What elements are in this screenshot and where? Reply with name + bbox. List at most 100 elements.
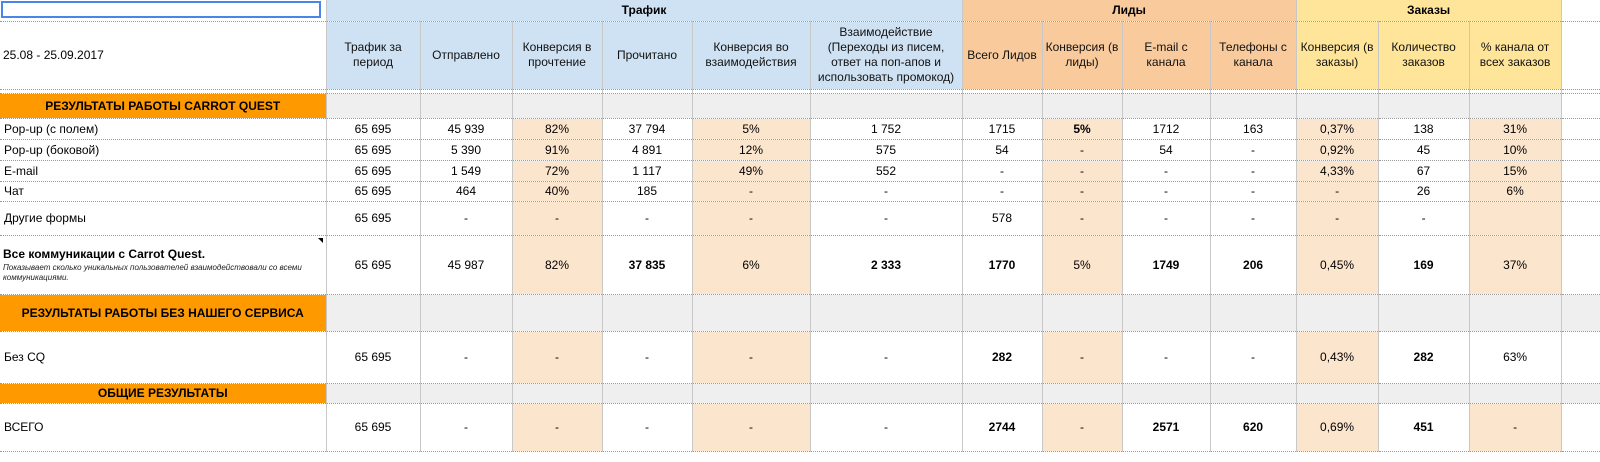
table-cell[interactable]: - [512, 201, 603, 236]
table-cell[interactable]: 0,45% [1296, 235, 1379, 295]
table-cell[interactable]: - [1210, 331, 1297, 384]
table-cell[interactable]: 12% [692, 139, 811, 161]
table-cell[interactable]: 169 [1378, 235, 1470, 295]
table-cell[interactable]: - [692, 181, 811, 202]
table-cell[interactable]: 65 695 [326, 235, 421, 295]
table-cell[interactable]: 0,37% [1296, 118, 1379, 140]
table-cell[interactable]: - [1210, 181, 1297, 202]
table-cell[interactable]: - [1210, 201, 1297, 236]
table-cell[interactable]: 1715 [962, 118, 1043, 140]
table-cell[interactable]: 10% [1469, 139, 1562, 161]
table-cell[interactable]: 63% [1469, 331, 1562, 384]
table-cell[interactable]: 1712 [1122, 118, 1211, 140]
table-cell[interactable]: 451 [1378, 403, 1470, 452]
table-cell[interactable]: 37% [1469, 235, 1562, 295]
comment-marker-icon[interactable] [318, 238, 323, 243]
table-cell[interactable]: 0,92% [1296, 139, 1379, 161]
table-cell[interactable]: 552 [810, 160, 963, 182]
table-cell[interactable]: 5% [692, 118, 811, 140]
table-cell[interactable]: - [1122, 181, 1211, 202]
period-cell[interactable]: 25.08 - 25.09.2017 [0, 21, 327, 90]
section-title-without[interactable]: РЕЗУЛЬТАТЫ РАБОТЫ БЕЗ НАШЕГО СЕРВИСА [0, 294, 327, 332]
table-cell[interactable]: - [1042, 331, 1123, 384]
table-cell[interactable]: 0,69% [1296, 403, 1379, 452]
empty-cell[interactable] [1561, 21, 1600, 90]
table-cell[interactable]: 2 333 [810, 235, 963, 295]
table-cell[interactable]: - [1378, 201, 1470, 236]
table-cell[interactable]: 5% [1042, 118, 1123, 140]
table-cell[interactable]: 37 794 [602, 118, 693, 140]
table-cell[interactable]: - [962, 181, 1043, 202]
row-label[interactable]: E-mail [0, 160, 327, 182]
table-cell[interactable]: - [692, 403, 811, 452]
table-cell[interactable]: 65 695 [326, 118, 421, 140]
table-cell[interactable]: 4 891 [602, 139, 693, 161]
table-cell[interactable]: 82% [512, 235, 603, 295]
row-label[interactable]: Чат [0, 181, 327, 202]
table-cell[interactable]: - [420, 201, 513, 236]
row-label[interactable]: Pop-up (боковой) [0, 139, 327, 161]
table-cell[interactable] [1469, 201, 1562, 236]
table-cell[interactable]: 45 939 [420, 118, 513, 140]
table-cell[interactable]: 45 987 [420, 235, 513, 295]
table-cell[interactable]: 65 695 [326, 331, 421, 384]
section-title-carrot[interactable]: РЕЗУЛЬТАТЫ РАБОТЫ CARROT QUEST [0, 93, 327, 119]
table-cell[interactable]: 1749 [1122, 235, 1211, 295]
table-cell[interactable]: 5 390 [420, 139, 513, 161]
table-cell[interactable]: - [1122, 201, 1211, 236]
table-cell[interactable]: 45 [1378, 139, 1470, 161]
table-cell[interactable]: 26 [1378, 181, 1470, 202]
table-cell[interactable]: 1770 [962, 235, 1043, 295]
table-cell[interactable]: 1 752 [810, 118, 963, 140]
row-label[interactable]: Без CQ [0, 331, 327, 384]
table-cell[interactable]: 138 [1378, 118, 1470, 140]
table-cell[interactable]: 91% [512, 139, 603, 161]
table-cell[interactable]: 54 [1122, 139, 1211, 161]
table-cell[interactable]: - [512, 331, 603, 384]
table-cell[interactable]: 82% [512, 118, 603, 140]
table-cell[interactable]: 206 [1210, 235, 1297, 295]
row-label[interactable]: Другие формы [0, 201, 327, 236]
table-cell[interactable]: 2744 [962, 403, 1043, 452]
table-cell[interactable]: - [602, 331, 693, 384]
table-cell[interactable]: 0,43% [1296, 331, 1379, 384]
table-cell[interactable]: 282 [962, 331, 1043, 384]
selected-cell-outline[interactable] [1, 1, 321, 18]
table-cell[interactable]: - [1042, 139, 1123, 161]
table-cell[interactable]: 1 549 [420, 160, 513, 182]
row-label-all-communications[interactable]: Все коммуникации с Carrot Quest. Показыв… [0, 235, 327, 295]
table-cell[interactable]: - [1042, 160, 1123, 182]
table-cell[interactable]: 6% [692, 235, 811, 295]
table-cell[interactable]: 5% [1042, 235, 1123, 295]
table-cell[interactable]: - [1042, 181, 1123, 202]
table-cell[interactable]: - [1469, 403, 1562, 452]
table-cell[interactable]: 464 [420, 181, 513, 202]
table-cell[interactable]: 163 [1210, 118, 1297, 140]
table-cell[interactable]: - [1210, 160, 1297, 182]
table-cell[interactable]: - [810, 403, 963, 452]
table-cell[interactable]: 65 695 [326, 160, 421, 182]
table-cell[interactable]: - [602, 403, 693, 452]
row-label[interactable]: Pop-up (с полем) [0, 118, 327, 140]
table-cell[interactable]: - [1296, 181, 1379, 202]
table-cell[interactable]: - [602, 201, 693, 236]
table-cell[interactable]: - [420, 331, 513, 384]
empty-cell[interactable] [1561, 0, 1600, 22]
section-title-total[interactable]: ОБЩИЕ РЕЗУЛЬТАТЫ [0, 383, 327, 404]
table-cell[interactable]: - [1210, 139, 1297, 161]
table-cell[interactable]: - [962, 160, 1043, 182]
table-cell[interactable]: 620 [1210, 403, 1297, 452]
table-cell[interactable]: - [810, 181, 963, 202]
table-cell[interactable]: - [1122, 160, 1211, 182]
table-cell[interactable]: 67 [1378, 160, 1470, 182]
table-cell[interactable]: 65 695 [326, 139, 421, 161]
table-cell[interactable]: - [810, 201, 963, 236]
table-cell[interactable]: 65 695 [326, 403, 421, 452]
table-cell[interactable]: 575 [810, 139, 963, 161]
table-cell[interactable]: 4,33% [1296, 160, 1379, 182]
table-cell[interactable]: - [692, 331, 811, 384]
table-cell[interactable]: 31% [1469, 118, 1562, 140]
table-cell[interactable]: 40% [512, 181, 603, 202]
table-cell[interactable]: 578 [962, 201, 1043, 236]
table-cell[interactable]: - [1296, 201, 1379, 236]
